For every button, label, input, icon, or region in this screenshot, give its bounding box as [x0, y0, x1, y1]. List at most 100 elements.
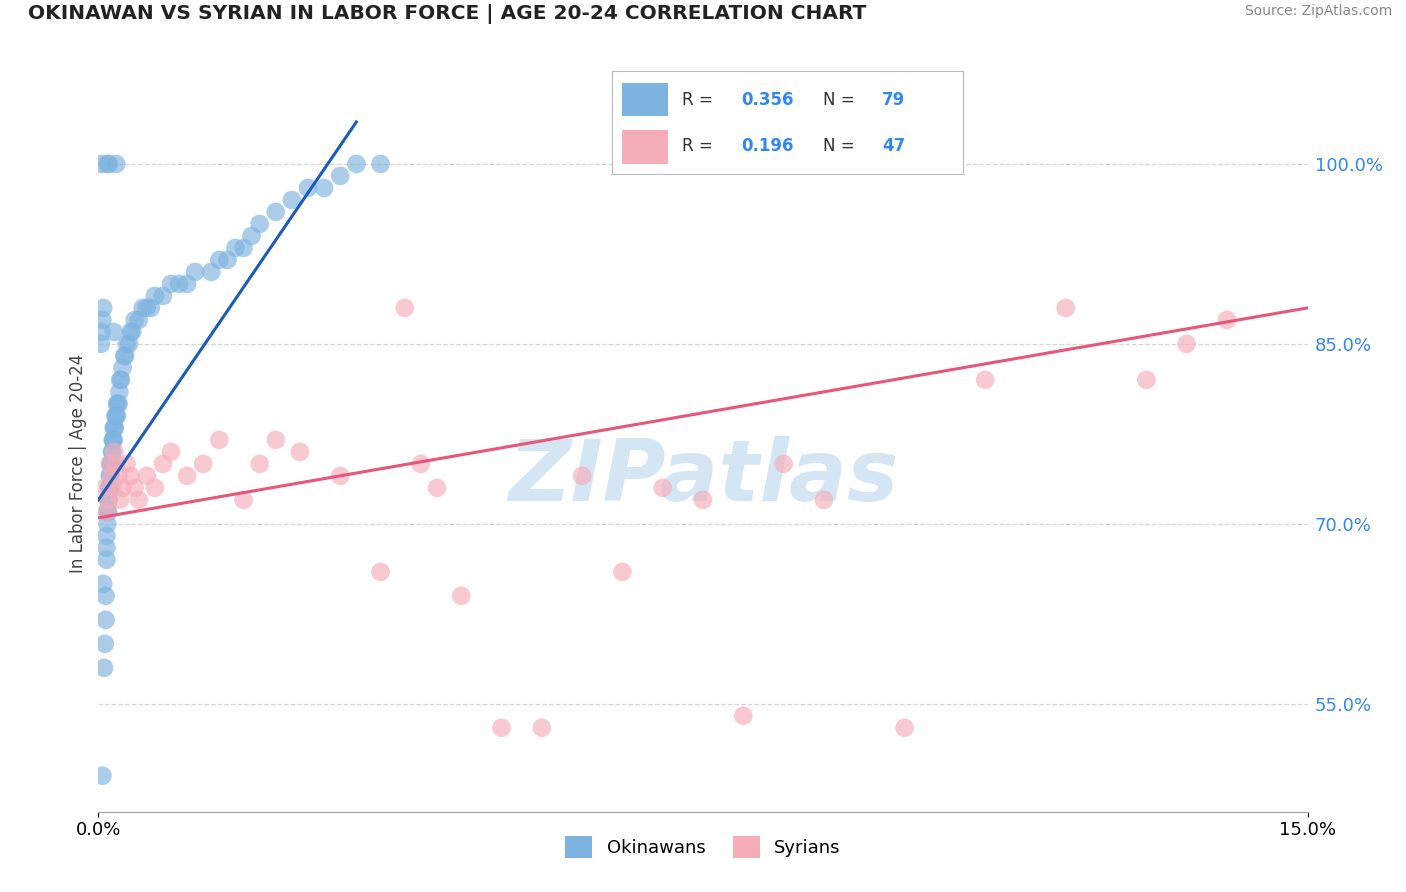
Y-axis label: In Labor Force | Age 20-24: In Labor Force | Age 20-24: [69, 354, 87, 574]
Point: [97, 157, 120, 171]
Point: [100, 468, 122, 483]
Point: [91, 576, 114, 591]
Point: [111, 481, 134, 495]
Point: [94, 481, 117, 495]
Bar: [621, 130, 668, 163]
Bar: [621, 83, 668, 117]
Point: [281, 193, 304, 207]
Point: [224, 241, 246, 255]
Point: [240, 228, 263, 243]
Point: [107, 468, 129, 483]
Text: 79: 79: [883, 91, 905, 109]
Point: [193, 457, 215, 471]
Point: [184, 265, 207, 279]
Point: [103, 421, 125, 435]
Point: [96, 516, 118, 531]
Point: [103, 445, 125, 459]
Point: [152, 289, 174, 303]
Point: [370, 157, 392, 171]
Point: [297, 181, 319, 195]
Point: [101, 433, 124, 447]
Point: [167, 277, 190, 291]
Point: [139, 301, 162, 315]
Point: [612, 565, 634, 579]
Point: [1054, 301, 1077, 315]
Point: [98, 468, 121, 483]
Text: N =: N =: [823, 136, 859, 154]
Point: [98, 481, 121, 495]
Point: [571, 468, 593, 483]
Point: [91, 301, 114, 315]
Point: [104, 409, 127, 423]
Point: [97, 505, 120, 519]
Point: [108, 373, 131, 387]
Point: [232, 492, 254, 507]
Point: [249, 217, 271, 231]
Text: OKINAWAN VS SYRIAN IN LABOR FORCE | AGE 20-24 CORRELATION CHART: OKINAWAN VS SYRIAN IN LABOR FORCE | AGE …: [28, 4, 866, 24]
Point: [491, 721, 513, 735]
Point: [176, 277, 198, 291]
Point: [97, 481, 120, 495]
Point: [132, 301, 155, 315]
Point: [94, 613, 117, 627]
Point: [105, 409, 128, 423]
Point: [94, 589, 117, 603]
Point: [108, 384, 131, 399]
Point: [1135, 373, 1157, 387]
Point: [101, 433, 124, 447]
Point: [200, 265, 222, 279]
Point: [98, 457, 121, 471]
Point: [176, 468, 198, 483]
Point: [91, 769, 114, 783]
Point: [1175, 337, 1198, 351]
Point: [118, 337, 141, 351]
Point: [733, 708, 755, 723]
Point: [530, 721, 553, 735]
Text: Source: ZipAtlas.com: Source: ZipAtlas.com: [1244, 4, 1392, 19]
Point: [120, 468, 142, 483]
Point: [160, 445, 183, 459]
Point: [114, 349, 136, 363]
Point: [143, 289, 166, 303]
Point: [90, 157, 112, 171]
Point: [96, 505, 118, 519]
Point: [160, 277, 183, 291]
Text: 0.356: 0.356: [742, 91, 794, 109]
Point: [124, 313, 146, 327]
Point: [110, 373, 132, 387]
Point: [264, 205, 287, 219]
Point: [101, 445, 124, 459]
Point: [90, 325, 112, 339]
Point: [100, 457, 122, 471]
Point: [217, 252, 239, 267]
Text: ZIPatlas: ZIPatlas: [508, 436, 898, 519]
Point: [115, 457, 138, 471]
Point: [124, 481, 146, 495]
Point: [450, 589, 472, 603]
Point: [105, 397, 128, 411]
Point: [97, 492, 120, 507]
Point: [314, 181, 336, 195]
Point: [329, 169, 352, 183]
Point: [97, 492, 120, 507]
Point: [96, 541, 118, 555]
Point: [344, 157, 367, 171]
Point: [108, 492, 131, 507]
Point: [97, 492, 120, 507]
Point: [107, 397, 129, 411]
Point: [128, 492, 150, 507]
Point: [96, 157, 118, 171]
Text: R =: R =: [682, 91, 718, 109]
Point: [105, 157, 128, 171]
Point: [103, 433, 125, 447]
Point: [93, 661, 115, 675]
Point: [152, 457, 174, 471]
Point: [101, 445, 124, 459]
Point: [100, 457, 122, 471]
Point: [135, 301, 157, 315]
Point: [96, 553, 118, 567]
Point: [288, 445, 311, 459]
Point: [264, 433, 287, 447]
Point: [1216, 313, 1239, 327]
Point: [101, 481, 124, 495]
